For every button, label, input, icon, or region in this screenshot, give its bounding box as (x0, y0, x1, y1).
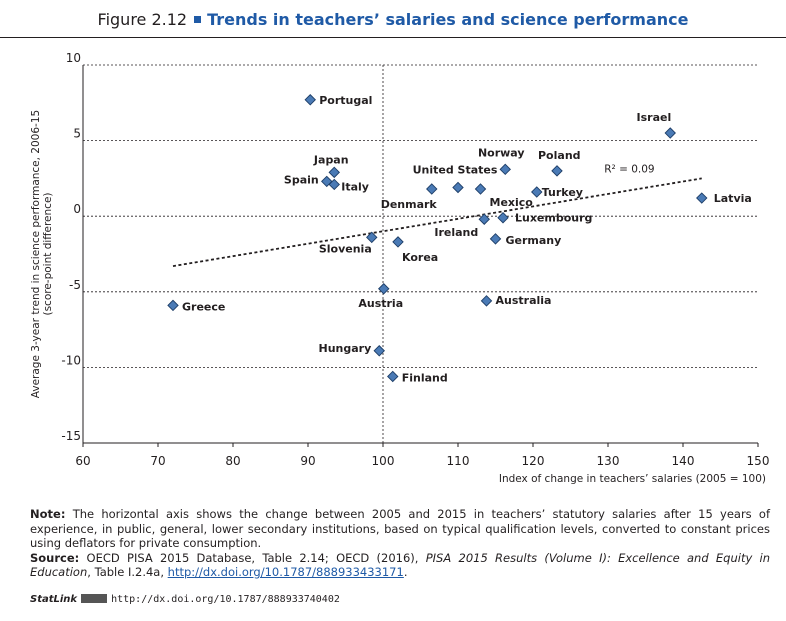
data-point-label: United States (413, 163, 498, 176)
data-point-label: Australia (496, 294, 552, 307)
data-point-label: Italy (341, 180, 369, 193)
scatter-chart: 10 5 0 -5 -10 -15 60 70 80 90 100 110 120 130 140 150 In… (30, 51, 770, 485)
x-tick-label: 70 (150, 454, 165, 468)
data-point-marker (328, 166, 340, 179)
note-text: The horizontal axis shows the change bet… (30, 507, 771, 550)
data-point-marker (696, 192, 708, 204)
data-point-marker (452, 181, 464, 194)
data-point-marker (378, 283, 390, 295)
data-point-label: Greece (182, 300, 225, 313)
data-point-marker (474, 183, 487, 195)
title-bullet-icon (194, 15, 202, 23)
data-point-label: Portugal (319, 94, 372, 107)
data-point-marker (366, 231, 378, 244)
y-tick-label: 5 (73, 127, 81, 141)
data-point-label: Poland (538, 149, 581, 162)
data-point-marker (426, 183, 438, 195)
data-point-label: Turkey (542, 186, 583, 199)
x-tick-label: 60 (75, 454, 90, 468)
data-point-marker (551, 165, 563, 177)
data-point-label: Mexico (490, 196, 534, 209)
figure-number: Figure 2.12 (97, 10, 188, 29)
source-text: OECD PISA 2015 Database, Table 2.14; OEC… (86, 550, 419, 565)
data-point-label: Luxembourg (515, 212, 592, 225)
y-axis-title-line2: (score-point difference) (42, 192, 54, 315)
x-tick-label: 110 (447, 454, 470, 468)
x-tick-label: 130 (597, 454, 620, 468)
data-point-label: Korea (402, 251, 438, 264)
x-tick-label: 120 (522, 454, 545, 468)
data-point-marker (328, 178, 340, 191)
data-point-label: Slovenia (319, 242, 372, 255)
note-paragraph: Note: The horizontal axis shows the chan… (30, 507, 770, 551)
data-point-marker (373, 345, 385, 357)
data-point-label: Austria (358, 297, 403, 310)
data-point-marker (499, 163, 511, 176)
y-axis-title-line1: Average 3-year trend in science performa… (30, 110, 42, 398)
r-squared-label: R² = 0.09 (604, 163, 654, 175)
note-label: Note: (30, 507, 66, 521)
data-point-label: Germany (506, 234, 562, 247)
data-point-label: Finland (402, 371, 448, 384)
data-point-label: Latvia (714, 192, 752, 205)
data-point-label: Denmark (381, 198, 438, 211)
data-point-marker (304, 94, 316, 106)
statlink-label: StatLink (30, 594, 78, 605)
data-point-marker (392, 236, 404, 248)
data-point-label: Ireland (434, 226, 478, 239)
data-point-marker (167, 299, 179, 312)
x-tick-label: 100 (372, 454, 395, 468)
x-tick-label: 80 (225, 454, 240, 468)
note-block: Note: The horizontal axis shows the chan… (30, 507, 770, 580)
data-point-marker (387, 370, 399, 383)
data-point-marker (478, 213, 490, 225)
figure-main-title: Trends in teachers’ salaries and science… (207, 10, 689, 29)
source-label: Source: (30, 550, 80, 565)
y-tick-label: 0 (73, 202, 81, 216)
source-end: . (403, 565, 408, 579)
data-point-label: Norway (478, 146, 525, 159)
data-point-label: Hungary (318, 342, 371, 355)
y-tick-label: 10 (66, 51, 81, 65)
statlink-logo-icon (81, 594, 108, 603)
source-paragraph: Source: OECD PISA 2015 Database, Table 2… (30, 551, 770, 580)
trend-line (172, 177, 702, 267)
data-point-marker (497, 211, 509, 224)
source-table: , Table I.2.4a, (87, 565, 165, 579)
y-tick-label: -5 (69, 278, 81, 292)
figure-title: Figure 2.12 Trends in teachers’ salaries … (0, 10, 786, 30)
data-point-label: Japan (313, 153, 349, 166)
source-link[interactable]: http://dx.doi.org/10.1787/888933433171 (167, 565, 404, 579)
x-axis-title: Index of change in teachers’ salaries (2… (499, 473, 766, 485)
source-publication: PISA 2015 Results (Volume I): Excellence… (30, 550, 771, 580)
statlink: StatLink http://dx.doi.org/10.1787/888933… (30, 594, 340, 605)
y-tick-label: -10 (61, 353, 81, 367)
x-tick-label: 90 (300, 454, 315, 468)
data-point-marker (531, 186, 543, 198)
data-point-marker (489, 233, 502, 245)
statlink-url[interactable]: http://dx.doi.org/10.1787/888933740402 (111, 594, 340, 605)
data-point-marker (664, 127, 676, 139)
y-tick-label: -15 (61, 429, 81, 443)
x-tick-label: 140 (672, 454, 695, 468)
x-tick-label: 150 (747, 454, 770, 468)
data-point-label: Israel (637, 111, 672, 124)
data-point-label: Spain (284, 173, 319, 186)
data-point-marker (480, 295, 493, 307)
title-divider (0, 37, 786, 38)
